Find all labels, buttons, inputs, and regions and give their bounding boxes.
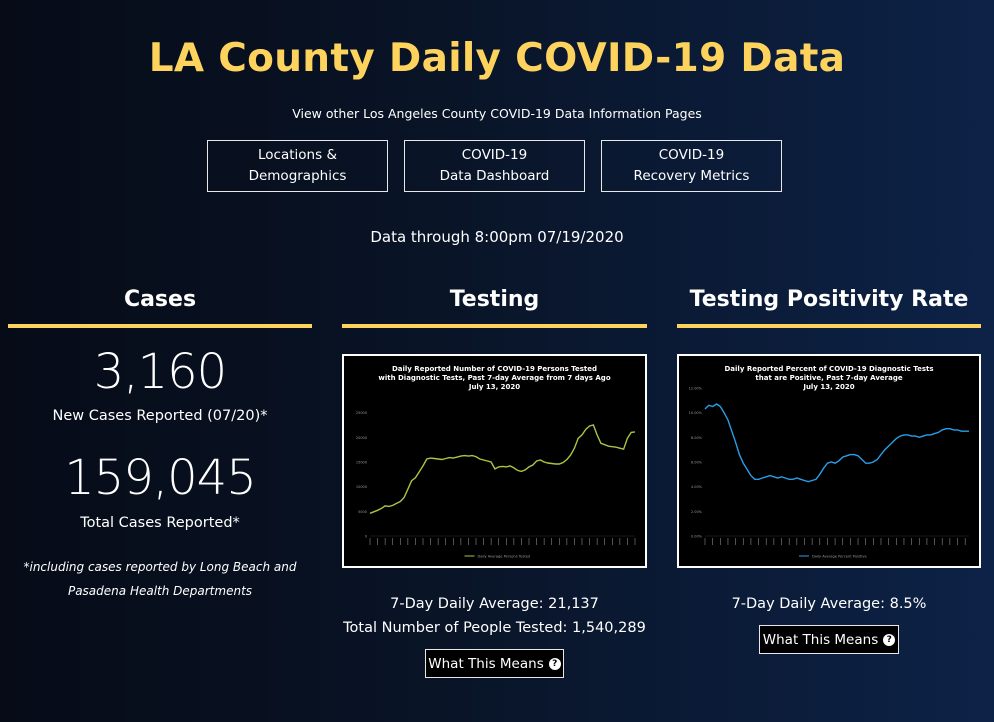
locations-demographics-button[interactable]: Locations & Demographics (207, 140, 388, 192)
question-circle-icon: ? (548, 657, 561, 670)
new-cases-label: New Cases Reported (07/20)* (52, 408, 268, 424)
total-cases-label: Total Cases Reported* (80, 515, 240, 531)
series-line (369, 424, 636, 514)
cases-heading: Cases (123, 287, 197, 312)
positivity-divider (677, 324, 981, 328)
series-line (704, 403, 969, 483)
new-cases-count: 3,160 (93, 344, 227, 400)
y-tick-label: 6.00% (691, 461, 703, 465)
testing-what-this-means-button[interactable]: What This Means? (425, 649, 564, 678)
testing-chart-svg: Daily Reported Number of COVID-19 Person… (356, 365, 636, 559)
y-tick-label: 8.00% (691, 436, 703, 440)
y-tick-label: 0.00% (691, 535, 703, 539)
chart-title-line: July 13, 2020 (802, 383, 854, 391)
nav-button-label: Locations & Demographics (248, 147, 347, 184)
cases-divider (8, 324, 312, 328)
positivity-what-this-means-button[interactable]: What This Means? (759, 625, 899, 654)
y-tick-label: 12.00% (689, 387, 703, 391)
legend-label: Daily Average Persons Tested (478, 555, 531, 559)
page-subtitle: View other Los Angeles County COVID-19 D… (292, 106, 702, 121)
y-tick-label: 2.00% (691, 510, 703, 514)
nav-button-label: COVID-19 Recovery Metrics (633, 147, 750, 184)
page-title: LA County Daily COVID-19 Data (148, 36, 846, 81)
y-tick-label: 25000 (356, 411, 367, 415)
y-tick-label: 20000 (356, 436, 367, 440)
testing-heading: Testing (449, 287, 540, 312)
chart-title-line: that are Positive, Past 7-day Average (755, 374, 902, 382)
chart-title-line: July 13, 2020 (468, 383, 520, 391)
y-tick-label: 10.00% (689, 411, 703, 415)
testing-total: Total Number of People Tested: 1,540,289 (343, 620, 646, 636)
y-tick-label: 5000 (358, 510, 367, 514)
positivity-chart-svg: Daily Reported Percent of COVID-19 Diagn… (689, 365, 969, 559)
button-label: What This Means (762, 631, 879, 648)
data-dashboard-button[interactable]: COVID-19 Data Dashboard (404, 140, 585, 192)
chart-title-line: Daily Reported Number of COVID-19 Person… (392, 365, 597, 373)
positivity-chart: Daily Reported Percent of COVID-19 Diagn… (677, 354, 981, 568)
y-tick-label: 10000 (356, 485, 367, 489)
recovery-metrics-button[interactable]: COVID-19 Recovery Metrics (601, 140, 782, 192)
y-tick-label: 15000 (356, 461, 367, 465)
chart-title-line: Daily Reported Percent of COVID-19 Diagn… (724, 365, 933, 373)
testing-chart: Daily Reported Number of COVID-19 Person… (342, 354, 647, 568)
total-cases-count: 159,045 (64, 450, 257, 506)
y-tick-label: 0 (365, 535, 367, 539)
data-through-date: Data through 8:00pm 07/19/2020 (370, 228, 624, 246)
chart-title-line: with Diagnostic Tests, Past 7-day Averag… (378, 374, 610, 382)
button-label: What This Means (428, 655, 544, 672)
positivity-average: 7-Day Daily Average: 8.5% (731, 596, 927, 612)
cases-footnote: *including cases reported by Long Beach … (23, 560, 297, 598)
y-tick-label: 4.00% (691, 485, 703, 489)
positivity-heading: Testing Positivity Rate (689, 287, 969, 312)
question-circle-icon: ? (883, 633, 896, 646)
nav-button-label: COVID-19 Data Dashboard (439, 147, 550, 184)
testing-average: 7-Day Daily Average: 21,137 (390, 596, 599, 612)
legend-label: Daily Average Percent Positive (812, 555, 867, 559)
testing-divider (342, 324, 647, 328)
